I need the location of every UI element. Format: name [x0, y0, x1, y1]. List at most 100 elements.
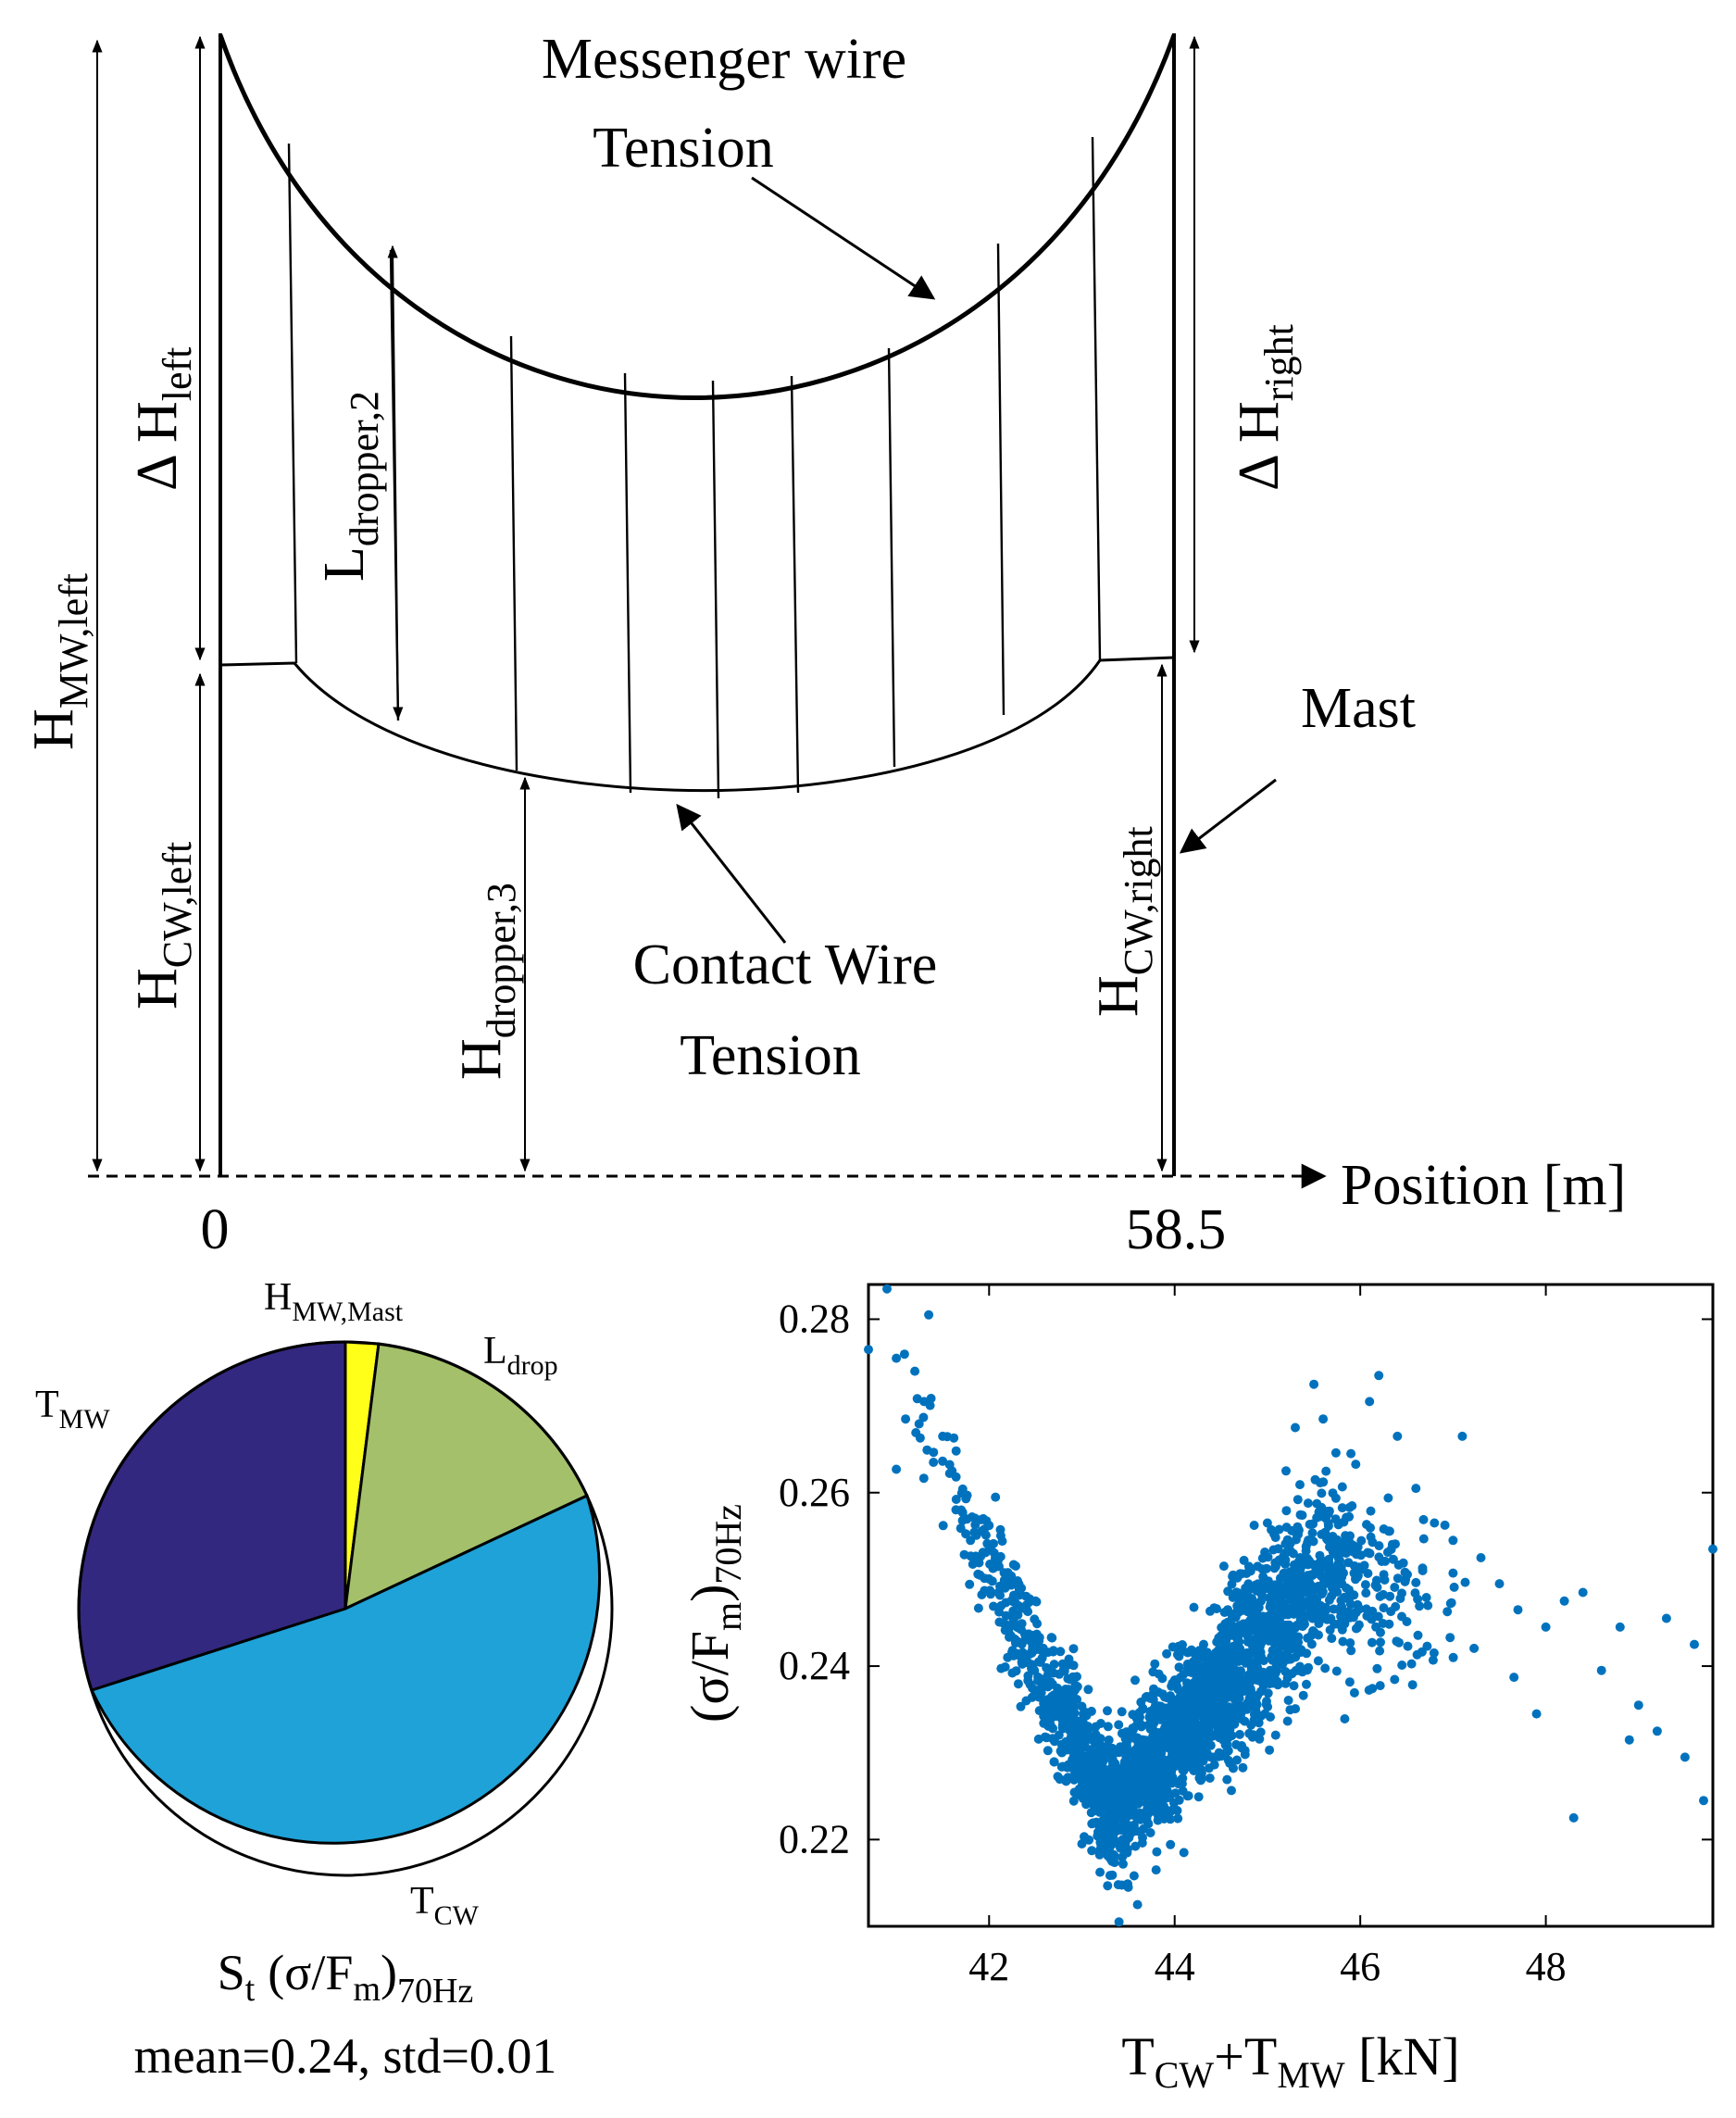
scatter-point [1217, 1623, 1227, 1633]
scatter-point [1191, 1751, 1201, 1761]
scatter-point [1298, 1690, 1308, 1700]
scatter-point [1043, 1746, 1053, 1756]
scatter-point [1216, 1707, 1226, 1716]
scatter-point [1318, 1414, 1329, 1424]
scatter-point [1174, 1651, 1184, 1661]
x-tick-label: 42 [968, 1944, 1009, 1989]
scatter-point [1182, 1664, 1193, 1674]
scatter-point [1105, 1768, 1116, 1777]
contact-label-line1: Contact Wire [633, 934, 938, 996]
scatter-point [1011, 1561, 1020, 1571]
scatter-point [1075, 1750, 1085, 1761]
scatter-point [1235, 1604, 1245, 1614]
scatter-point [1194, 1721, 1205, 1731]
scatter-point [1307, 1600, 1318, 1610]
scatter-point [996, 1663, 1006, 1673]
scatter-point [1364, 1686, 1374, 1695]
scatter-point [1103, 1881, 1113, 1891]
scatter-point [1068, 1755, 1078, 1765]
scatter-point [975, 1570, 985, 1580]
position-axis-label: Position [m] [1341, 1154, 1626, 1217]
scatter-point [1513, 1605, 1523, 1615]
scatter-point [965, 1579, 975, 1589]
scatter-point [1148, 1667, 1158, 1677]
scatter-point [1294, 1590, 1305, 1600]
scatter-point [1147, 1690, 1157, 1700]
scatter-point [1230, 1670, 1241, 1680]
h-mw-left-label: HMW,left [22, 573, 96, 750]
pie-caption: St (σ/Fm)70Hz [218, 1945, 474, 2011]
scatter-point [969, 1527, 980, 1537]
scatter-point [1448, 1535, 1458, 1546]
scatter-point [1135, 1808, 1145, 1818]
scatter-point [1214, 1751, 1223, 1761]
scatter-xlabel: TCW+TMW [kN] [1121, 2026, 1459, 2096]
scatter-point [1354, 1562, 1364, 1573]
scatter-point [1337, 1503, 1347, 1513]
scatter-point [1225, 1759, 1235, 1768]
scatter-point [1093, 1750, 1104, 1761]
scatter-point [1340, 1592, 1349, 1602]
scatter-point [1231, 1739, 1242, 1749]
scatter-point [1349, 1687, 1359, 1698]
scatter-point [1178, 1640, 1187, 1649]
scatter-point [1314, 1619, 1324, 1629]
scatter-point [1120, 1814, 1130, 1824]
scatter-point [1347, 1501, 1357, 1510]
dropper-7 [887, 347, 896, 768]
scatter-point [1084, 1748, 1094, 1759]
scatter-point [1366, 1506, 1376, 1516]
scatter-point [1255, 1614, 1266, 1624]
scatter-point [1105, 1871, 1115, 1881]
scatter-point [1138, 1793, 1148, 1803]
scatter-point [957, 1484, 968, 1494]
scatter-point [1024, 1629, 1034, 1639]
scatter-point [1559, 1596, 1569, 1606]
scatter-point [1143, 1767, 1152, 1777]
scatter-point [1124, 1729, 1134, 1739]
scatter-point [1109, 1790, 1119, 1800]
scatter-point [926, 1394, 936, 1403]
scatter-point [1295, 1553, 1305, 1562]
scatter-point [1129, 1826, 1139, 1836]
scatter-point [1271, 1652, 1281, 1662]
scatter-point [1104, 1735, 1114, 1745]
scatter-point [1403, 1641, 1413, 1651]
scatter-point [1402, 1617, 1412, 1626]
scatter-point [1291, 1422, 1300, 1433]
scatter-point [1310, 1474, 1320, 1485]
scatter-point [1418, 1514, 1429, 1524]
scatter-point [1189, 1602, 1199, 1612]
scatter-point [1157, 1689, 1168, 1699]
scatter-point [1280, 1633, 1291, 1643]
h-cw-left-label: HCW,left [126, 842, 200, 1009]
scatter-point [1150, 1659, 1160, 1669]
contact-wire-curve [219, 656, 1175, 793]
scatter-point [1087, 1846, 1097, 1856]
sensitivity-pie: HMW,Mast Ldrop TMW TCW St (σ/Fm)70Hz mean… [35, 1276, 614, 2084]
scatter-point [1205, 1773, 1215, 1783]
scatter-point [1258, 1572, 1268, 1582]
scatter-point [1398, 1558, 1408, 1568]
scatter-point [947, 1466, 957, 1476]
scatter-point [1261, 1699, 1271, 1710]
scatter-point [1322, 1534, 1332, 1544]
scatter-point [1077, 1701, 1087, 1711]
scatter-point [1391, 1601, 1401, 1611]
scatter-point [882, 1284, 892, 1294]
scatter-point [1449, 1582, 1459, 1592]
scatter-point [1151, 1865, 1161, 1875]
pie-label-l-drop: Ldrop [483, 1330, 558, 1381]
scatter-point [1184, 1740, 1194, 1750]
scatter-point [1596, 1665, 1606, 1675]
scatter-point [1133, 1754, 1143, 1763]
scatter-point [1132, 1735, 1142, 1745]
scatter-point [1068, 1796, 1079, 1806]
scatter-point [1367, 1637, 1377, 1648]
scatter-point [1223, 1746, 1233, 1756]
scatter-point [1193, 1792, 1204, 1802]
scatter-point [951, 1446, 961, 1456]
scatter-point [1231, 1707, 1242, 1717]
scatter-point [1179, 1766, 1189, 1775]
scatter-point [1227, 1613, 1237, 1623]
